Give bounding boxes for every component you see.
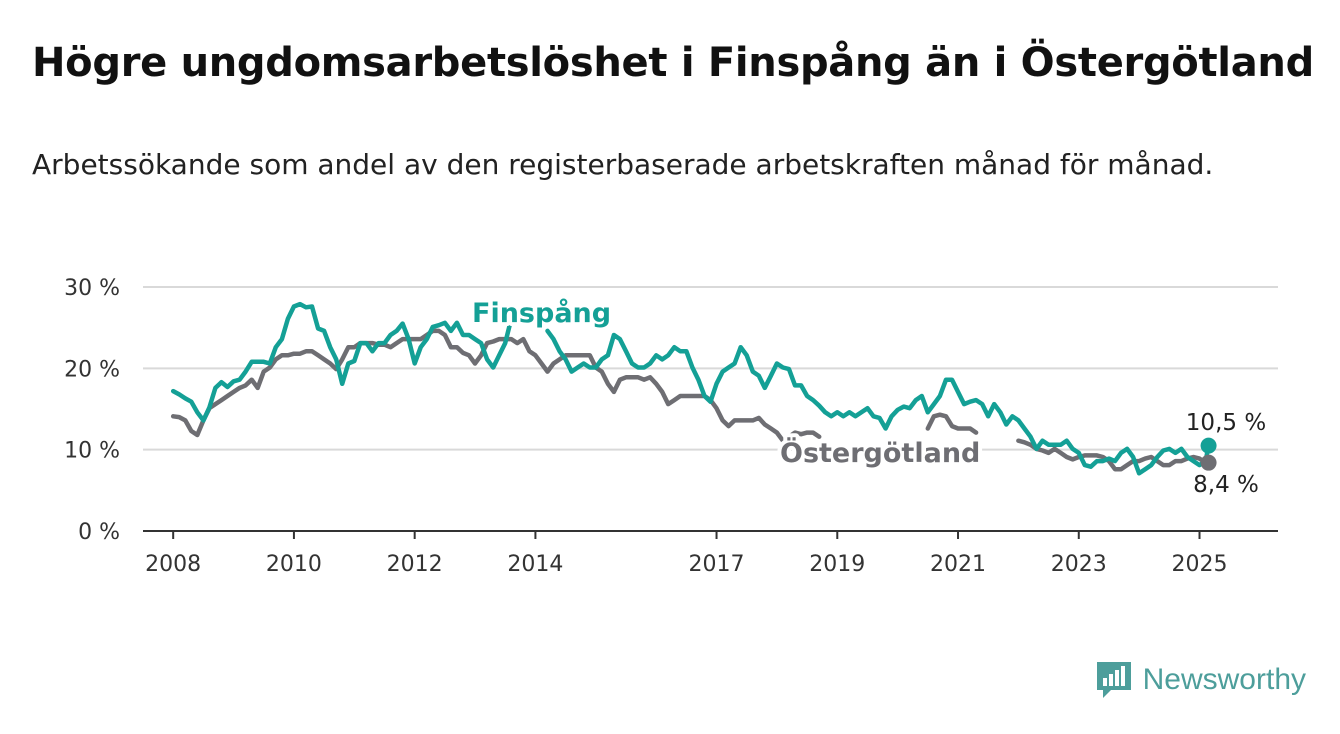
ostergotland-end-label: 8,4 %: [1193, 472, 1259, 498]
x-tick-label: 2008: [145, 552, 201, 577]
ostergotland-series-label-halo: Östergötland: [780, 436, 980, 469]
brand-logo: Newsworthy: [1095, 660, 1306, 700]
x-tick-label: 2025: [1172, 552, 1228, 577]
finspang-series-line: [170, 301, 514, 423]
finspang-end-label: 10,5 %: [1186, 410, 1266, 436]
x-tick-label: 2012: [387, 552, 443, 577]
ostergotland-series-line: [170, 328, 822, 443]
newsworthy-logo-icon: [1096, 662, 1131, 698]
ostergotland-end-point: [1200, 454, 1217, 471]
x-tick-label: 2023: [1051, 552, 1107, 577]
finspang-end-point: [1200, 437, 1217, 454]
x-tick-label: 2014: [507, 552, 563, 577]
y-tick-label: 0 %: [78, 520, 120, 545]
x-tick-label: 2017: [689, 552, 745, 577]
x-tick-label: 2010: [266, 552, 322, 577]
ostergotland-series-label: Östergötland: [780, 436, 980, 469]
ostergotland-series-line: [925, 412, 979, 435]
y-tick-label: 30 %: [64, 276, 120, 301]
finspang-series-label: Finspång: [472, 297, 611, 329]
chart-subtitle: Arbetssökande som andel av den registerb…: [32, 148, 1214, 181]
x-tick-label: 2021: [930, 552, 986, 577]
brand-name: Newsworthy: [1142, 663, 1306, 696]
finspang-series-label-halo: Finspång: [472, 297, 611, 329]
y-tick-label: 20 %: [64, 357, 120, 382]
chart-title: Högre ungdomsarbetslöshet i Finspång än …: [32, 40, 1314, 86]
y-tick-label: 10 %: [64, 439, 120, 464]
finspang-series-line: [545, 328, 1211, 476]
ostergotland-series-line: [1016, 438, 1211, 472]
x-tick-label: 2019: [809, 552, 865, 577]
